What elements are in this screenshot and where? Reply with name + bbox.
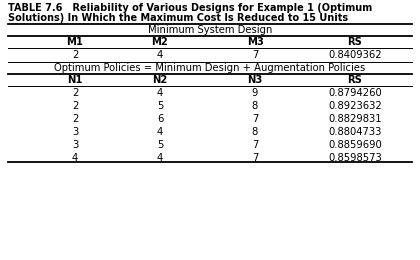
Text: 3: 3 [72,127,78,137]
Text: TABLE 7.6   Reliability of Various Designs for Example 1 (Optimum: TABLE 7.6 Reliability of Various Designs… [8,3,372,13]
Text: 0.8409362: 0.8409362 [328,50,382,60]
Text: 4: 4 [157,127,163,137]
Text: 4: 4 [157,88,163,98]
Text: M2: M2 [152,37,168,47]
Text: M1: M1 [66,37,84,47]
Text: 7: 7 [252,140,258,150]
Text: N1: N1 [67,75,83,85]
Text: 5: 5 [157,140,163,150]
Text: N2: N2 [152,75,168,85]
Text: Optimum Policies = Minimum Design + Augmentation Policies: Optimum Policies = Minimum Design + Augm… [54,63,366,73]
Text: RS: RS [348,75,362,85]
Text: M3: M3 [247,37,263,47]
Text: 2: 2 [72,114,78,124]
Text: 4: 4 [157,50,163,60]
Text: 3: 3 [72,140,78,150]
Text: RS: RS [348,37,362,47]
Text: N3: N3 [247,75,262,85]
Text: 7: 7 [252,153,258,163]
Text: 0.8794260: 0.8794260 [328,88,382,98]
Text: 2: 2 [72,50,78,60]
Text: 8: 8 [252,127,258,137]
Text: 7: 7 [252,114,258,124]
Text: Solutions) In Which the Maximum Cost Is Reduced to 15 Units: Solutions) In Which the Maximum Cost Is … [8,13,348,23]
Text: 0.8859690: 0.8859690 [328,140,382,150]
Text: 2: 2 [72,88,78,98]
Text: 4: 4 [157,153,163,163]
Text: 0.8598573: 0.8598573 [328,153,382,163]
Text: 6: 6 [157,114,163,124]
Text: 0.8829831: 0.8829831 [328,114,382,124]
Text: 2: 2 [72,101,78,111]
Text: Minimum System Design: Minimum System Design [148,25,272,35]
Text: 4: 4 [72,153,78,163]
Text: 7: 7 [252,50,258,60]
Text: 5: 5 [157,101,163,111]
Text: 0.8804733: 0.8804733 [328,127,382,137]
Text: 9: 9 [252,88,258,98]
Text: 8: 8 [252,101,258,111]
Text: 0.8923632: 0.8923632 [328,101,382,111]
